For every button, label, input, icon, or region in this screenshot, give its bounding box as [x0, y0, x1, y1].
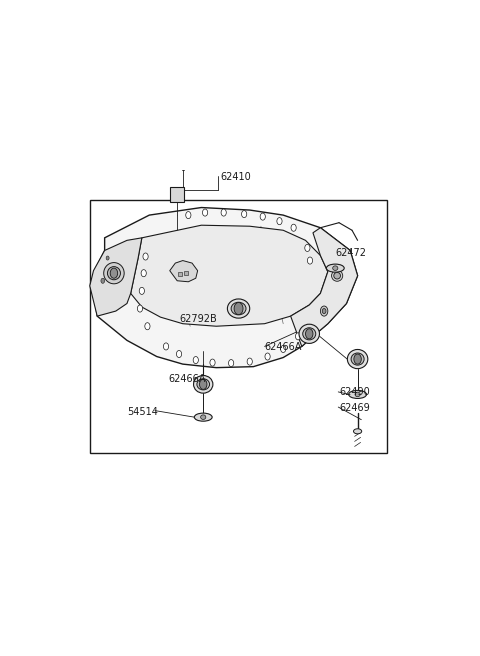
Circle shape	[203, 209, 208, 216]
Polygon shape	[90, 238, 142, 316]
Circle shape	[193, 357, 198, 363]
Ellipse shape	[351, 353, 364, 365]
Circle shape	[241, 211, 247, 218]
Bar	[178, 272, 182, 276]
Circle shape	[177, 350, 181, 358]
Polygon shape	[131, 225, 328, 326]
Circle shape	[210, 359, 215, 366]
Bar	[184, 271, 188, 275]
Ellipse shape	[201, 415, 206, 419]
Circle shape	[221, 209, 226, 216]
Circle shape	[247, 358, 252, 365]
Ellipse shape	[299, 324, 320, 343]
Circle shape	[228, 359, 234, 367]
Ellipse shape	[353, 429, 362, 434]
Ellipse shape	[194, 413, 212, 421]
Circle shape	[106, 256, 109, 260]
Circle shape	[137, 305, 143, 312]
Ellipse shape	[303, 328, 316, 340]
Ellipse shape	[348, 350, 368, 369]
Text: 62410: 62410	[220, 173, 251, 182]
Circle shape	[354, 354, 361, 364]
Polygon shape	[94, 207, 358, 367]
Circle shape	[265, 353, 270, 360]
Circle shape	[281, 346, 286, 352]
Polygon shape	[170, 260, 198, 282]
Bar	[170, 188, 184, 203]
Ellipse shape	[231, 302, 246, 315]
Circle shape	[200, 379, 207, 390]
Circle shape	[145, 323, 150, 330]
Text: 62466A: 62466A	[168, 375, 205, 384]
Ellipse shape	[348, 390, 367, 398]
Text: 62792B: 62792B	[179, 314, 217, 323]
Ellipse shape	[104, 262, 124, 284]
Circle shape	[186, 212, 191, 218]
Circle shape	[291, 224, 296, 232]
Circle shape	[296, 333, 300, 340]
Circle shape	[277, 218, 282, 225]
Circle shape	[139, 287, 144, 295]
Ellipse shape	[355, 392, 360, 397]
Circle shape	[163, 343, 168, 350]
Circle shape	[101, 278, 105, 283]
Text: 62469: 62469	[339, 403, 370, 413]
Circle shape	[141, 270, 146, 277]
Text: 54514: 54514	[127, 407, 158, 417]
Bar	[90, 200, 387, 453]
Circle shape	[234, 302, 243, 315]
Circle shape	[110, 268, 118, 278]
Ellipse shape	[228, 299, 250, 318]
Ellipse shape	[193, 375, 213, 393]
Ellipse shape	[332, 270, 343, 281]
Text: 62466A: 62466A	[264, 342, 302, 352]
Polygon shape	[290, 228, 358, 346]
Ellipse shape	[333, 266, 338, 270]
Circle shape	[143, 253, 148, 260]
Circle shape	[307, 257, 312, 264]
Circle shape	[305, 329, 313, 339]
Text: 62472: 62472	[335, 248, 366, 258]
Ellipse shape	[334, 272, 340, 279]
Circle shape	[260, 213, 265, 220]
Circle shape	[321, 306, 328, 316]
Ellipse shape	[108, 266, 120, 279]
Circle shape	[322, 308, 326, 314]
Ellipse shape	[326, 264, 344, 272]
Circle shape	[305, 245, 310, 251]
Ellipse shape	[197, 379, 210, 390]
Text: 62490: 62490	[339, 387, 370, 397]
